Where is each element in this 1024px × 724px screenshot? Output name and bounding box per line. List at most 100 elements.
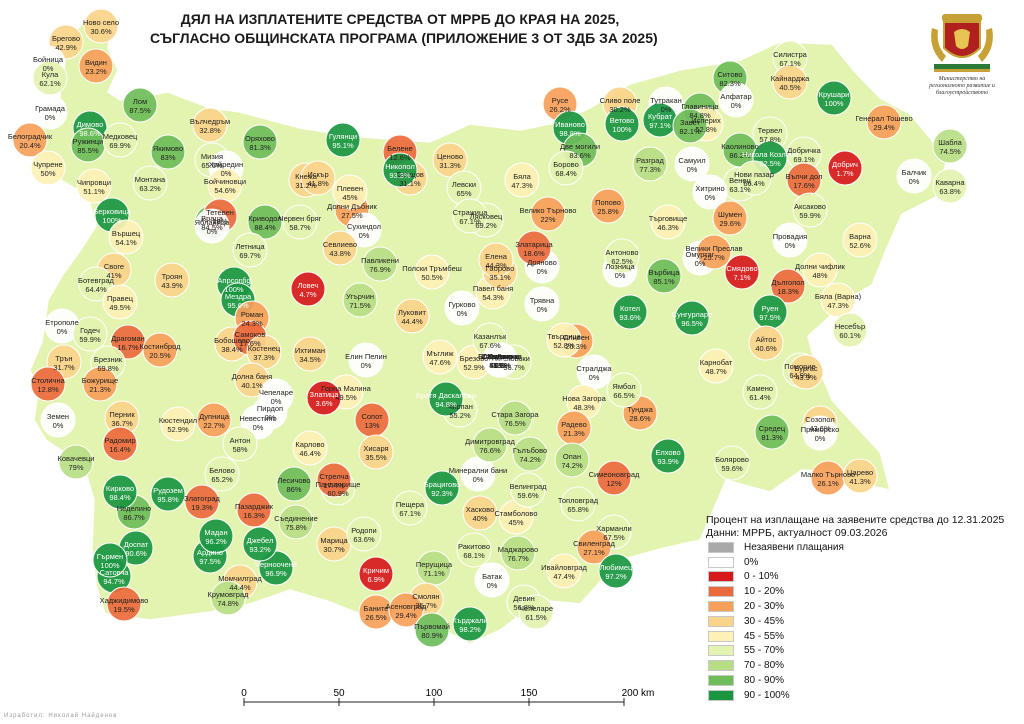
municipality-region <box>827 150 863 186</box>
municipality-region <box>332 174 368 210</box>
municipality-region <box>820 282 856 318</box>
municipality-name: Венец <box>729 176 751 185</box>
municipality-name: Ценово <box>437 152 463 161</box>
scale-label: 150 <box>521 688 538 699</box>
municipality-name: Ковачевци <box>58 454 95 463</box>
municipality-name: Кубрат <box>648 112 673 121</box>
legend-item: 10 - 20% <box>708 584 1016 599</box>
municipality-region <box>736 160 772 196</box>
municipality-name: Долни чифлик <box>795 262 846 271</box>
municipality-name: Панагюрище <box>316 480 361 489</box>
municipality-value: 80.9% <box>421 631 443 640</box>
municipality-name: Тервел <box>758 126 783 135</box>
municipality-name: Лесичово <box>277 476 310 485</box>
municipality-name: Столична <box>31 376 65 385</box>
author-credit: Изработил: Николай Найденов <box>4 713 118 719</box>
municipality-name: Разлог <box>488 352 512 361</box>
municipality-value: 17.4% <box>323 481 345 490</box>
municipality-value: 18.3% <box>777 287 799 296</box>
municipality-value: 65.2% <box>211 475 233 484</box>
municipality-value: 84.5% <box>201 223 223 232</box>
municipality-value: 20.4% <box>19 141 41 150</box>
municipality-value: 88.4% <box>254 223 276 232</box>
municipality-name: Белово <box>209 466 235 475</box>
municipality-name: Павел баня <box>473 284 513 293</box>
municipality-value: 76.5% <box>504 419 526 428</box>
municipality-name: Ардино <box>197 548 223 557</box>
municipality-value: 94.7% <box>489 361 511 370</box>
municipality-value: 62.1% <box>39 79 61 88</box>
municipality-value: 61.4% <box>749 393 771 402</box>
municipality-region <box>452 606 488 642</box>
municipality-region <box>444 290 480 326</box>
municipality-name: Бойчиновци <box>204 177 246 186</box>
municipality-name: Ружинци <box>73 137 104 146</box>
municipality-region <box>612 294 648 330</box>
municipality-region <box>788 354 824 390</box>
municipality-value: 40.5% <box>779 83 801 92</box>
municipality-value: 100% <box>824 99 844 108</box>
municipality-name: Чепеларе <box>259 388 293 397</box>
municipality-value: 93.9% <box>657 457 679 466</box>
municipality-value: 67.1% <box>459 217 481 226</box>
municipality-value: 68.4% <box>555 169 577 178</box>
municipality-value: 59.6% <box>517 491 539 500</box>
municipality-value: 25.8% <box>597 207 619 216</box>
municipality-name: Опан <box>563 452 581 461</box>
municipality-region <box>606 372 642 408</box>
municipality-value: 0% <box>361 361 372 370</box>
municipality-name: Полски Тръмбеш <box>402 264 462 273</box>
municipality-region <box>432 142 468 178</box>
municipality-name: Кресна <box>488 352 514 361</box>
municipality-name: Ветово <box>610 116 635 125</box>
municipality-name: Гурково <box>448 300 475 309</box>
municipality-name: Аксаково <box>794 202 826 211</box>
municipality-name: Костинброд <box>140 342 182 351</box>
municipality-value: 29.4% <box>873 123 895 132</box>
municipality-value: 67.1% <box>779 59 801 68</box>
municipality-value: 40.1% <box>241 381 263 390</box>
municipality-region <box>346 212 382 248</box>
municipality-value: 3.6% <box>315 399 332 408</box>
municipality-region <box>842 222 878 258</box>
municipality-name: Сливо поле <box>600 96 641 105</box>
municipality-value: 26.1% <box>817 479 839 488</box>
municipality-value: 64.9% <box>789 371 811 380</box>
municipality-name: Етрополе <box>45 318 78 327</box>
municipality-region <box>300 160 336 196</box>
municipality-value: 45.6% <box>489 361 511 370</box>
municipality-region <box>184 484 220 520</box>
municipality-name: Болярово <box>715 455 749 464</box>
municipality-value: 20.3% <box>565 342 587 351</box>
municipality-name: Алфатар <box>720 92 751 101</box>
municipality-value: 97.2% <box>605 572 627 581</box>
municipality-value: 50% <box>40 169 55 178</box>
municipality-name: Мездра <box>225 292 252 301</box>
legend-label: 55 - 70% <box>744 645 785 657</box>
municipality-region <box>382 152 418 188</box>
municipality-value: 19.5% <box>113 605 135 614</box>
municipality-name: Радево <box>561 420 587 429</box>
municipality-region <box>160 406 196 442</box>
municipality-name: Гулянци <box>329 132 357 141</box>
municipality-value: 41.8% <box>307 179 329 188</box>
municipality-value: 86.7% <box>123 513 145 522</box>
municipality-name: Белица <box>487 352 514 361</box>
legend-swatch <box>708 571 734 583</box>
municipality-value: 0% <box>487 581 498 590</box>
municipality-region <box>646 258 682 294</box>
municipality-value: 0% <box>457 309 468 318</box>
municipality-name: Банско <box>488 352 513 361</box>
municipality-value: 65.8% <box>567 505 589 514</box>
municipality-value: 69.9% <box>109 141 131 150</box>
municipality-value: 17.6% <box>239 339 261 348</box>
municipality-name: Ситово <box>717 70 742 79</box>
municipality-region <box>394 298 430 334</box>
municipality-value: 71.1% <box>423 569 445 578</box>
municipality-region <box>932 128 968 164</box>
municipality-value: 79% <box>68 463 83 472</box>
municipality-name: Елена <box>485 252 508 261</box>
municipality-name: Дупница <box>199 412 230 421</box>
municipality-region <box>546 553 582 589</box>
municipality-value: 84.8% <box>689 111 711 120</box>
